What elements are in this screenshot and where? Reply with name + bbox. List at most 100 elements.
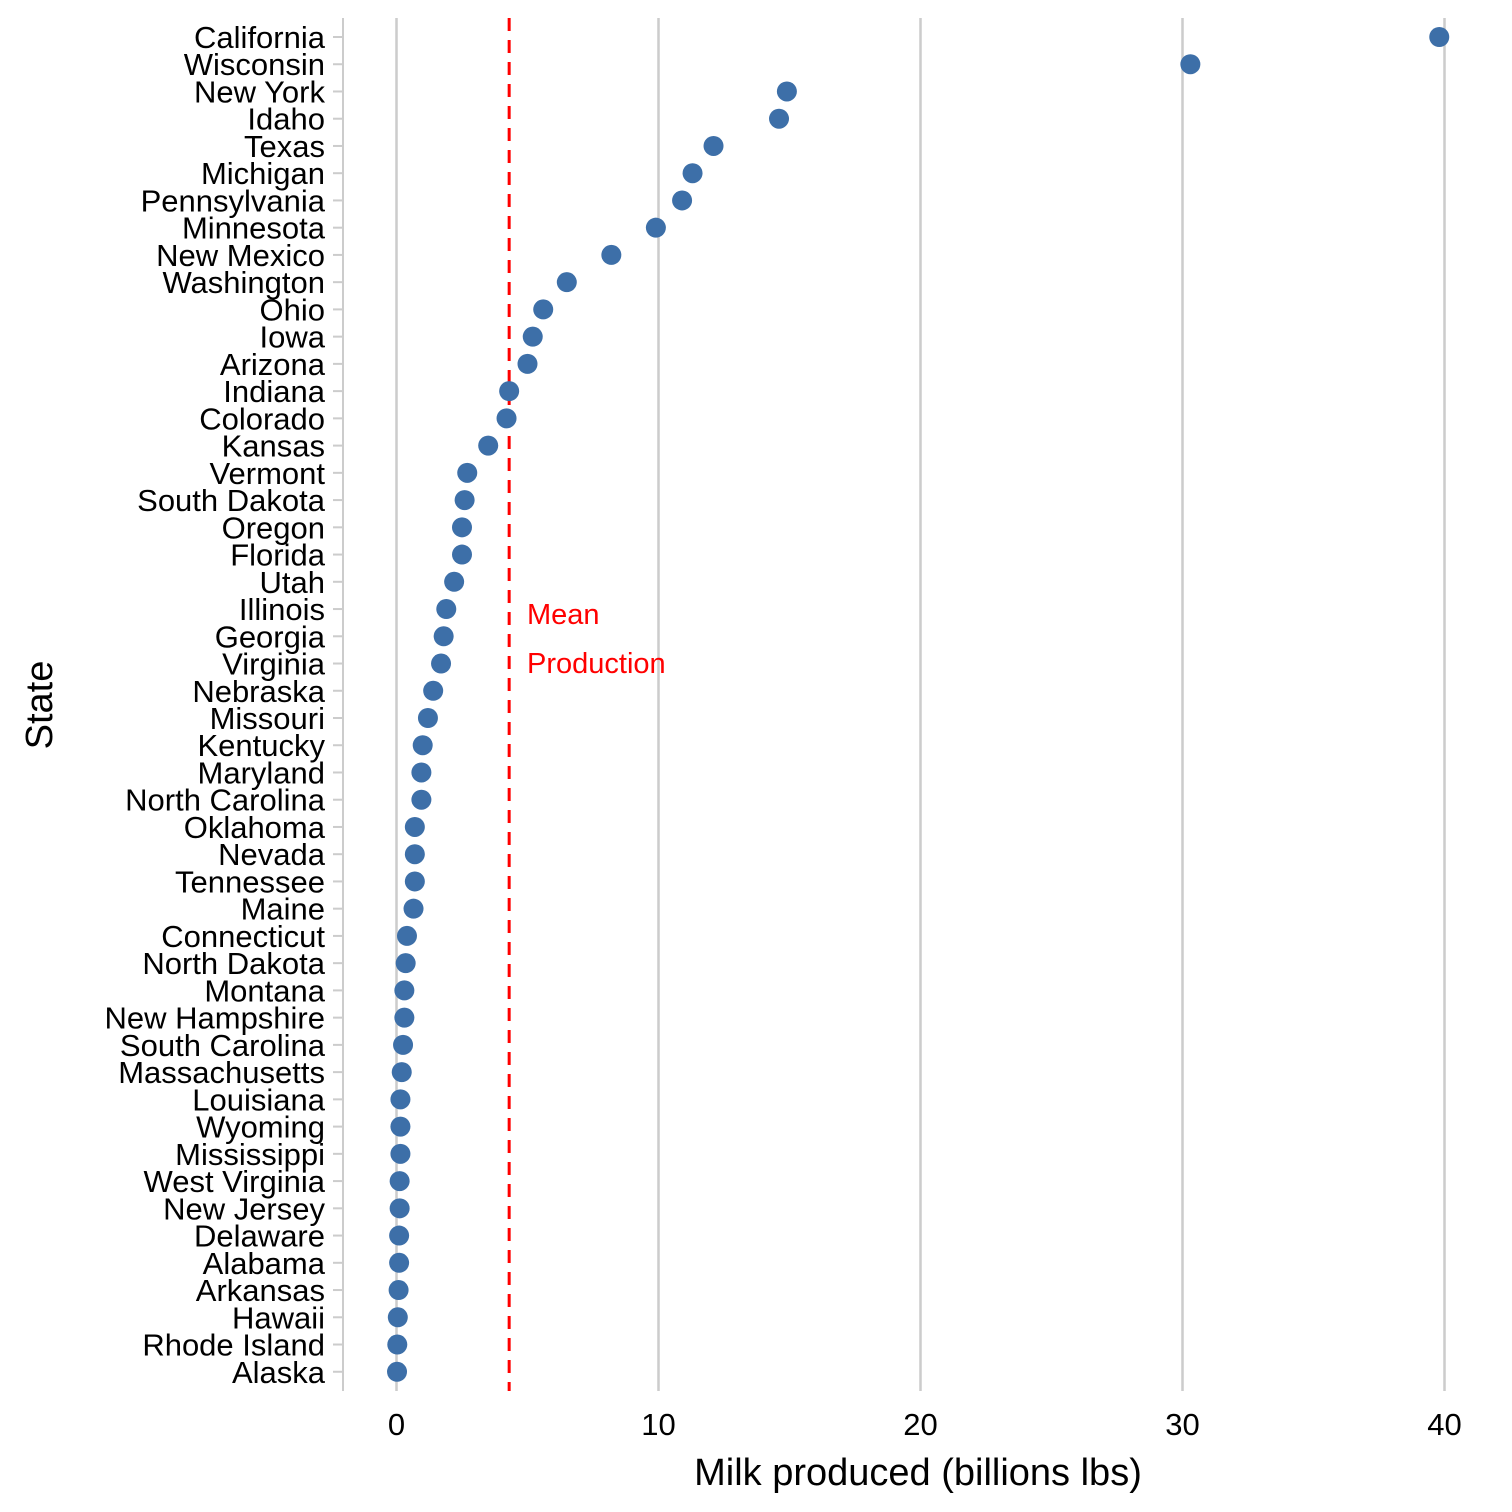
- y-axis-title: State: [19, 661, 61, 750]
- data-point: [517, 353, 538, 374]
- y-tick-label: Nebraska: [192, 674, 325, 709]
- data-point: [533, 299, 554, 320]
- data-point: [404, 816, 425, 837]
- data-point: [404, 844, 425, 865]
- y-tick-label: Michigan: [201, 156, 325, 191]
- y-tick-label: Indiana: [223, 374, 325, 409]
- y-tick-label: South Carolina: [120, 1028, 326, 1063]
- y-tick-label: Nevada: [218, 837, 326, 872]
- y-tick-label: New Jersey: [163, 1191, 325, 1226]
- data-point: [395, 953, 416, 974]
- y-tick-label: Oregon: [222, 510, 325, 545]
- y-tick-label: Idaho: [247, 102, 325, 137]
- data-point: [387, 1361, 408, 1382]
- y-tick-label: California: [194, 20, 326, 55]
- y-tick-label: Georgia: [215, 619, 326, 654]
- y-tick-label: Montana: [204, 973, 325, 1008]
- y-tick-label: Maryland: [198, 755, 326, 790]
- y-tick-label: Mississippi: [175, 1137, 325, 1172]
- y-tick-label: Alabama: [203, 1246, 326, 1281]
- x-tick-label: 0: [388, 1407, 405, 1442]
- y-tick-label: Oklahoma: [184, 810, 326, 845]
- data-point: [390, 1143, 411, 1164]
- data-point: [388, 1280, 409, 1301]
- data-point: [496, 408, 517, 429]
- y-tick-label: North Dakota: [142, 946, 325, 981]
- y-tick-label: Pennsylvania: [141, 183, 326, 218]
- data-point: [444, 571, 465, 592]
- y-tick-label: New Hampshire: [104, 1001, 325, 1036]
- y-tick-label: Vermont: [210, 456, 326, 491]
- data-point: [433, 626, 454, 647]
- data-point: [682, 163, 703, 184]
- x-tick-label: 20: [903, 1407, 937, 1442]
- y-tick-label: New York: [194, 74, 325, 109]
- y-tick-label: Arizona: [220, 347, 326, 382]
- data-point: [457, 462, 478, 483]
- y-tick-label: Maine: [241, 892, 325, 927]
- y-tick-label: Rhode Island: [142, 1328, 325, 1363]
- data-point: [452, 544, 472, 565]
- y-tick-label: Kentucky: [197, 728, 325, 763]
- data-point: [394, 980, 415, 1001]
- y-tick-label: West Virginia: [144, 1164, 326, 1199]
- data-point: [478, 435, 499, 456]
- data-point: [411, 762, 432, 783]
- data-point: [1429, 27, 1450, 47]
- data-point: [411, 789, 432, 810]
- y-tick-label: Colorado: [199, 401, 325, 436]
- x-tick-label: 40: [1427, 1407, 1461, 1442]
- y-tick-label: Tennessee: [175, 864, 325, 899]
- data-point: [390, 1089, 411, 1110]
- y-tick-label: Delaware: [194, 1219, 325, 1254]
- data-point: [389, 1171, 410, 1192]
- y-tick-label: Washington: [162, 265, 325, 300]
- y-tick-label: Louisiana: [192, 1082, 325, 1117]
- y-tick-label: Utah: [260, 565, 325, 600]
- y-tick-label: Arkansas: [196, 1273, 325, 1308]
- data-point: [390, 1116, 411, 1137]
- data-point: [404, 871, 425, 892]
- data-point: [436, 599, 457, 620]
- x-tick-label: 10: [641, 1407, 675, 1442]
- data-point: [389, 1225, 410, 1246]
- y-tick-label: Wisconsin: [184, 47, 325, 82]
- data-point: [393, 1034, 414, 1055]
- data-point: [769, 108, 790, 129]
- data-point: [645, 217, 666, 238]
- data-point: [454, 490, 475, 511]
- mean-label-line-1: Mean: [527, 599, 600, 631]
- y-tick-label: Iowa: [260, 320, 326, 355]
- data-point: [556, 272, 577, 293]
- data-point: [703, 135, 724, 156]
- data-point: [389, 1198, 410, 1219]
- data-point: [403, 898, 424, 919]
- y-tick-label: Hawaii: [232, 1300, 325, 1335]
- data-point: [396, 925, 417, 946]
- data-point: [394, 1007, 415, 1028]
- y-tick-label: New Mexico: [156, 238, 325, 273]
- y-tick-label: Texas: [244, 129, 325, 164]
- y-tick-label: Illinois: [239, 592, 325, 627]
- data-point: [423, 680, 444, 701]
- x-axis-title: Milk produced (billions lbs): [694, 1452, 1142, 1494]
- data-point: [389, 1252, 410, 1273]
- x-axis-ticks: 0 10 20 30 40: [388, 1407, 1462, 1442]
- gridlines: [395, 18, 1446, 1391]
- y-tick-label: Missouri: [210, 701, 325, 736]
- y-tick-label: Massachusetts: [118, 1055, 325, 1090]
- y-tick-label: Minnesota: [182, 211, 326, 246]
- y-tick-label: South Dakota: [137, 483, 326, 518]
- data-point: [522, 326, 543, 347]
- y-tick-label: Virginia: [222, 647, 326, 682]
- y-tick-label: Alaska: [232, 1355, 326, 1390]
- mean-label-line-2: Production: [527, 648, 666, 680]
- data-point: [452, 517, 472, 538]
- y-tick-label: Ohio: [260, 292, 325, 327]
- data-point: [1180, 54, 1201, 75]
- data-point: [499, 381, 520, 402]
- y-tick-label: Connecticut: [161, 919, 325, 954]
- data-point: [387, 1334, 408, 1355]
- y-tick-label: North Carolina: [125, 783, 326, 818]
